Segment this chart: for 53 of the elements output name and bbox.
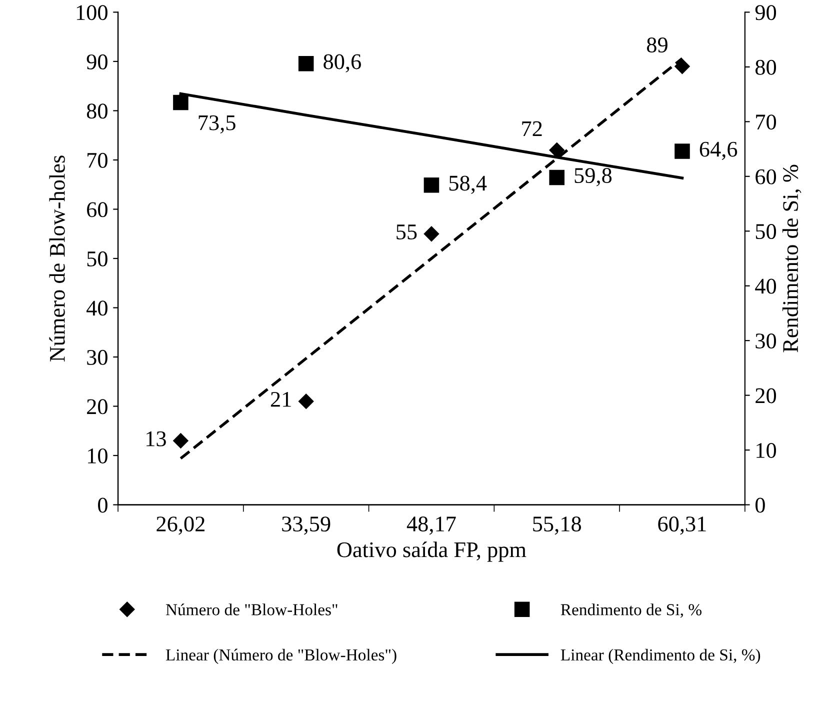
point <box>424 178 440 193</box>
point <box>549 170 564 186</box>
data-label: 13 <box>146 431 166 446</box>
y-tick-label: 10 <box>88 448 108 464</box>
y-tick-label: 80 <box>86 104 108 119</box>
data-label: 58,4 <box>449 176 487 194</box>
data-label: 21 <box>270 392 291 407</box>
y2-axis-title: Rendimento de Si, % <box>782 164 802 352</box>
y2-tick-label: 80 <box>756 60 776 75</box>
x-tick-label: 60,31 <box>658 516 706 535</box>
point <box>173 433 188 448</box>
y-tick-label: 100 <box>76 5 108 20</box>
point <box>424 226 440 242</box>
x-tick-label: 55,18 <box>533 516 582 535</box>
data-label: 73,5 <box>198 115 236 134</box>
point <box>674 144 690 159</box>
y-tick-label: 70 <box>88 152 108 168</box>
y2-tick-label: 0 <box>756 498 765 513</box>
x-tick-label: 26,02 <box>156 516 204 535</box>
y-tick-label: 40 <box>86 300 108 316</box>
y2-tick-label: 40 <box>755 278 776 294</box>
data-label: 64,6 <box>700 142 738 160</box>
point <box>298 56 314 72</box>
y2-tick-label: 10 <box>756 442 776 458</box>
legend-label: Linear (Rendimento de Si, %) <box>560 648 760 664</box>
y2-tick-label: 50 <box>756 224 776 240</box>
data-label: 59,8 <box>574 168 612 186</box>
y-tick-label: 50 <box>87 251 108 266</box>
x-tick-label: 33,59 <box>282 516 330 535</box>
data-label: 89 <box>646 37 668 52</box>
point <box>674 58 690 74</box>
y-axis-title: Número de Blow-holes <box>49 156 65 362</box>
point <box>173 94 188 110</box>
y-tick-label: 60 <box>87 202 108 218</box>
point <box>298 394 314 409</box>
y2-tick-label: 30 <box>756 334 776 349</box>
y-tick-label: 90 <box>86 54 108 70</box>
point <box>549 142 564 158</box>
y-tick-label: 20 <box>87 399 108 414</box>
legend-label: Linear (Número de "Blow-Holes") <box>166 648 396 664</box>
legend-label: Número de "Blow-Holes" <box>166 604 338 616</box>
y-tick-label: 0 <box>98 498 108 513</box>
data-label: 55 <box>396 224 417 240</box>
y2-tick-label: 90 <box>755 5 776 20</box>
legend-label: Rendimento de Si, % <box>560 604 702 618</box>
data-label: 80,6 <box>324 54 361 72</box>
y2-tick-label: 20 <box>756 388 776 404</box>
x-axis-title: Oativo saída FP, ppm <box>337 542 526 562</box>
x-tick-label: 48,17 <box>406 516 456 535</box>
data-label: 72 <box>522 121 542 136</box>
y2-tick-label: 70 <box>756 114 776 130</box>
y2-tick-label: 60 <box>756 169 776 184</box>
y-tick-label: 30 <box>87 350 108 365</box>
